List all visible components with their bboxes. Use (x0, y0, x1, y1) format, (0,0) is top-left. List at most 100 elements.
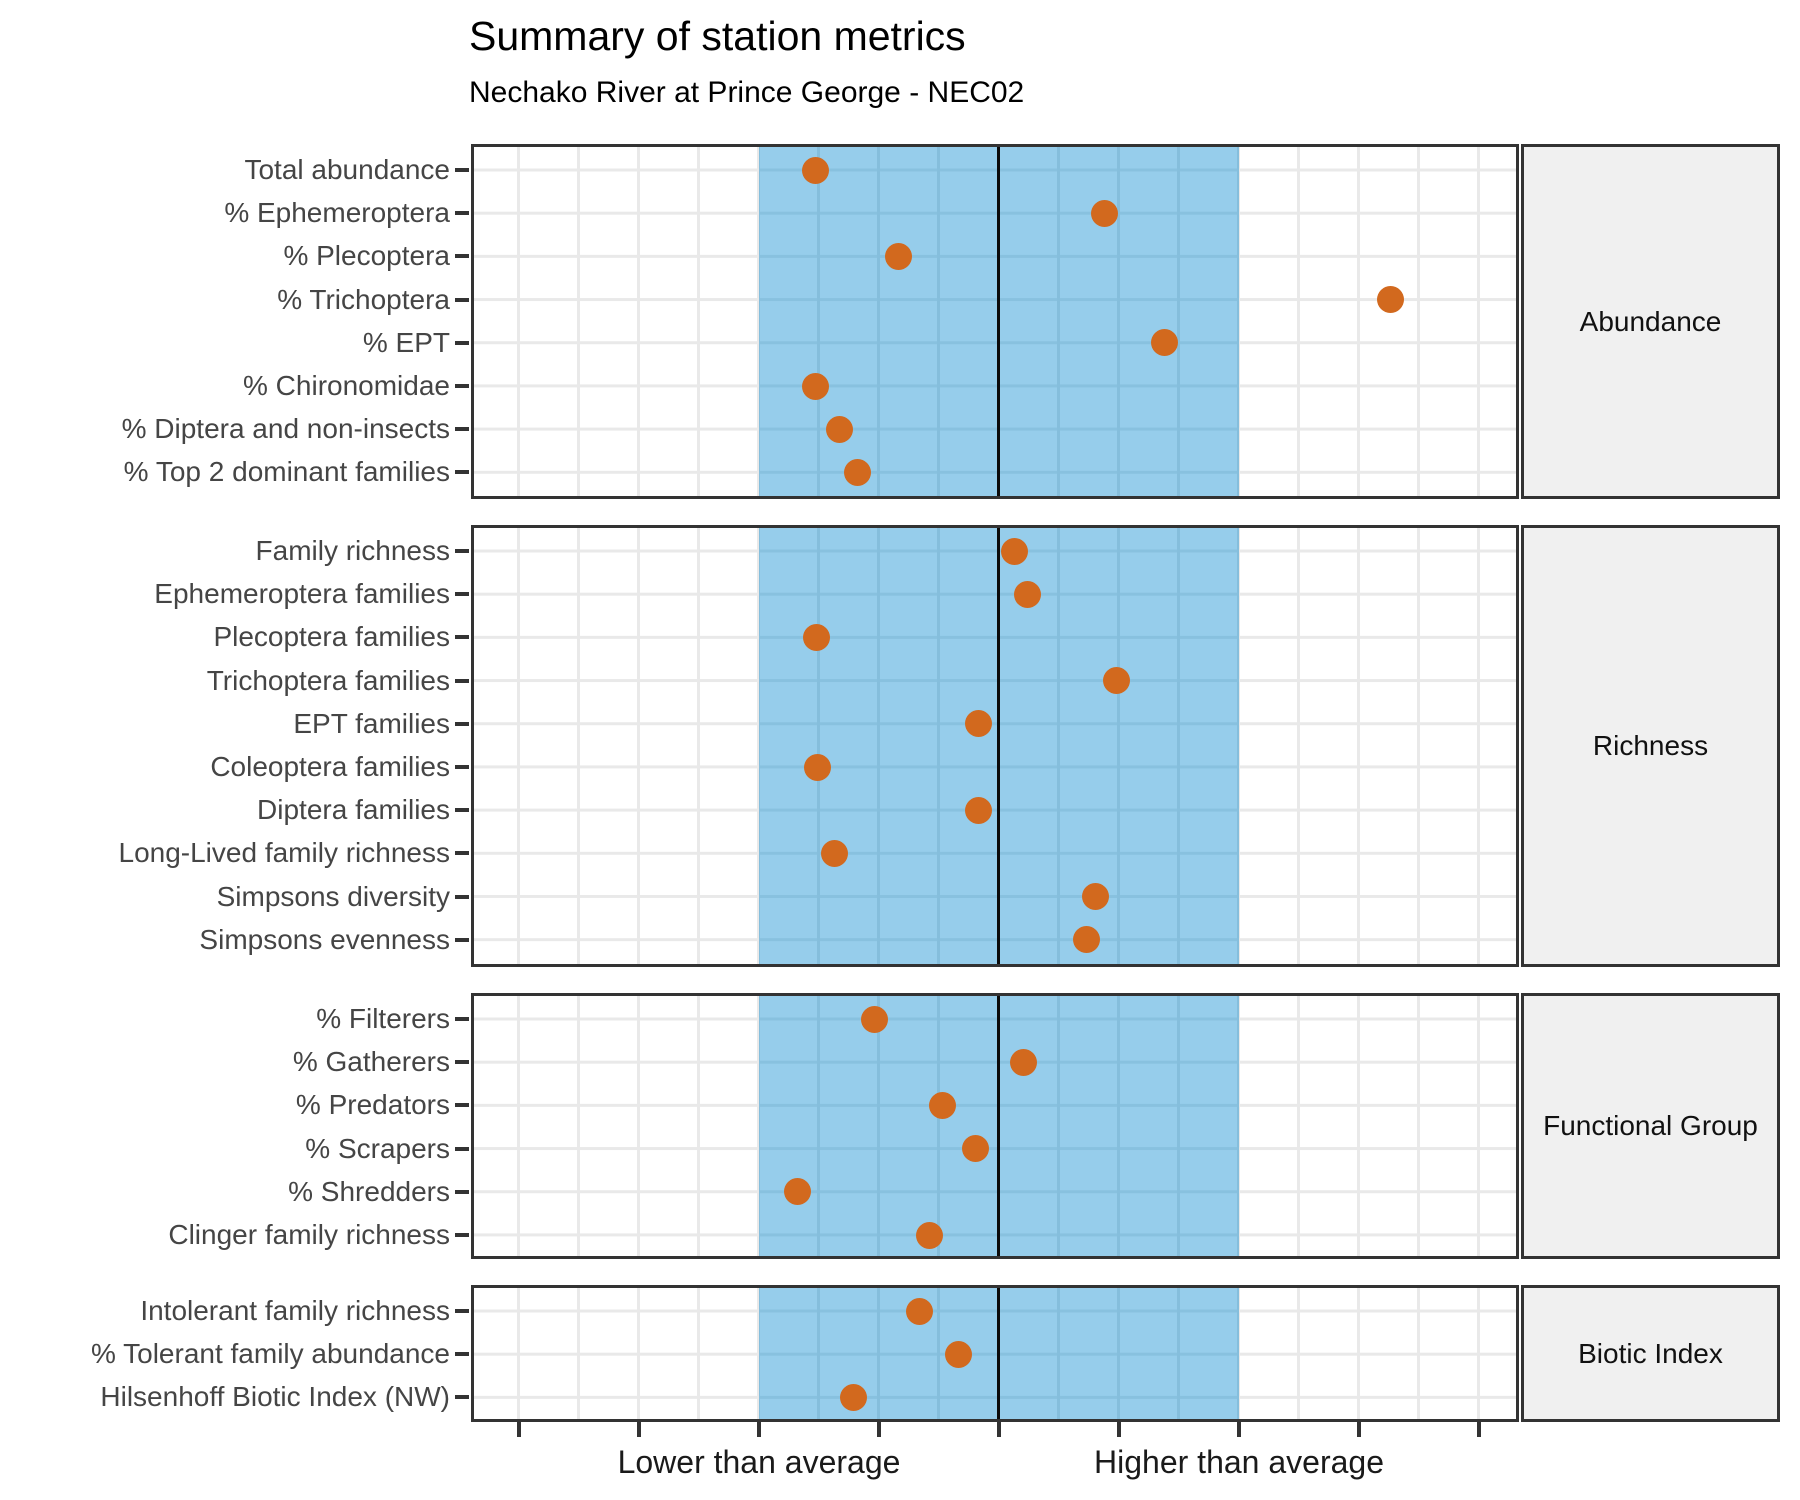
data-point-total-abundance (801, 156, 829, 184)
y-axis-tick (455, 721, 469, 726)
x-axis-tick (1357, 1422, 1361, 1437)
x-axis-tick (757, 1422, 761, 1437)
panel-abundance (471, 144, 1519, 499)
data-point-top-2-dominant-families (843, 458, 871, 486)
plot-title: Summary of station metrics (469, 13, 966, 59)
metric-label-ept: % EPT (362, 326, 450, 358)
y-axis-tick (455, 297, 469, 302)
metric-label-simpsons-diversity: Simpsons diversity (216, 880, 450, 912)
data-point-simpsons-diversity (1081, 883, 1109, 911)
y-axis-tick (455, 1017, 469, 1021)
metric-label-ephemeroptera: % Ephemeroptera (224, 197, 450, 229)
metric-label-ept-families: EPT families (293, 707, 450, 739)
data-point-intolerant-family-richness (906, 1297, 934, 1325)
x-axis-label-lower: Lower than average (617, 1444, 901, 1480)
metric-label-predators: % Predators (295, 1089, 450, 1121)
y-axis-tick (455, 808, 469, 813)
metric-label-family-richness: Family richness (255, 535, 450, 566)
x-axis-tick (1117, 1422, 1121, 1437)
metric-label-ephemeroptera-families: Ephemeroptera families (154, 578, 450, 610)
y-axis-tick (455, 894, 469, 899)
metric-label-scrapers: % Scrapers (305, 1132, 450, 1164)
x-axis-tick (517, 1422, 521, 1437)
panel-richness (471, 525, 1519, 967)
x-axis-label-higher: Higher than average (1094, 1444, 1384, 1480)
metric-label-chironomidae: % Chironomidae (243, 370, 450, 401)
y-axis-tick (455, 1189, 469, 1194)
y-axis-tick (455, 1395, 469, 1400)
data-point-trichoptera-families (1103, 667, 1131, 695)
x-axis-tick (997, 1422, 1001, 1437)
facet-strip-biotic-index: Biotic Index (1521, 1285, 1780, 1422)
data-point-long-lived-family-richness (821, 839, 849, 867)
y-axis-tick (455, 1233, 469, 1237)
y-axis-tick (455, 765, 469, 769)
metric-label-plecoptera-families: Plecoptera families (213, 621, 450, 653)
x-axis-tick (877, 1422, 881, 1437)
metric-label-diptera-families: Diptera families (257, 794, 450, 826)
metric-label-simpsons-evenness: Simpsons evenness (199, 923, 450, 955)
y-axis-tick (455, 678, 469, 683)
metric-label-filterers: % Filterers (316, 1003, 450, 1034)
metric-label-plecoptera: % Plecoptera (283, 240, 450, 272)
data-point-simpsons-evenness (1073, 926, 1101, 954)
facet-strip-functional-group: Functional Group (1521, 993, 1780, 1259)
data-point-ephemeroptera (1091, 199, 1119, 227)
metric-label-intolerant-family-richness: Intolerant family richness (140, 1295, 450, 1326)
metric-label-top-2-dominant-families: % Top 2 dominant families (123, 456, 450, 488)
metric-label-hilsenhoff-biotic-index-nw: Hilsenhoff Biotic Index (NW) (100, 1381, 450, 1413)
metric-label-shredders: % Shredders (288, 1175, 450, 1207)
metric-label-diptera-and-non-insects: % Diptera and non-insects (121, 413, 450, 445)
data-point-gatherers (1009, 1048, 1037, 1076)
y-axis-tick (455, 254, 469, 259)
data-point-plecoptera (884, 242, 912, 270)
y-axis-tick (455, 1060, 469, 1065)
panel-functional-group (471, 993, 1519, 1259)
metric-label-gatherers: % Gatherers (292, 1046, 450, 1078)
data-point-predators (929, 1091, 957, 1119)
data-point-chironomidae (801, 372, 829, 400)
data-point-ephemeroptera-families (1014, 580, 1042, 608)
y-axis-tick (455, 340, 469, 345)
data-point-ept-families (965, 710, 993, 738)
y-axis-tick (455, 1146, 469, 1151)
y-axis-tick (455, 549, 469, 553)
data-point-filterers (860, 1005, 888, 1033)
data-point-trichoptera (1376, 286, 1404, 314)
x-axis-tick (1237, 1422, 1241, 1437)
metric-label-long-lived-family-richness: Long-Lived family richness (118, 837, 451, 869)
data-point-coleoptera-families (804, 753, 832, 781)
facet-strip-richness: Richness (1521, 525, 1780, 967)
facet-strip-abundance: Abundance (1521, 144, 1780, 499)
panel-biotic-index (471, 1285, 1519, 1422)
metric-label-tolerant-family-abundance: % Tolerant family abundance (90, 1338, 450, 1370)
y-axis-tick (455, 1352, 469, 1357)
data-point-tolerant-family-abundance (944, 1340, 972, 1368)
y-axis-tick (455, 211, 469, 216)
plot-subtitle: Nechako River at Prince George - NEC02 (469, 76, 1025, 109)
metric-label-trichoptera-families: Trichoptera families (206, 664, 450, 696)
data-point-diptera-and-non-insects (825, 415, 853, 443)
data-point-scrapers (961, 1135, 989, 1163)
y-axis-tick (455, 384, 469, 388)
y-axis-tick (455, 1309, 469, 1313)
data-point-plecoptera-families (803, 623, 831, 651)
average-reference-line (997, 528, 1000, 964)
average-reference-line (997, 996, 1000, 1256)
data-point-family-richness (1001, 537, 1029, 565)
metric-label-clinger-family-richness: Clinger family richness (168, 1219, 450, 1250)
y-axis-tick (455, 470, 469, 475)
average-reference-line (997, 1288, 1000, 1419)
y-axis-tick (455, 427, 469, 432)
y-axis-tick (455, 1103, 469, 1108)
y-axis-tick (455, 592, 469, 597)
y-axis-tick (455, 635, 469, 640)
data-point-clinger-family-richness (915, 1221, 943, 1249)
metric-label-total-abundance: Total abundance (244, 154, 450, 185)
data-point-hilsenhoff-biotic-index-nw (840, 1383, 868, 1411)
average-reference-line (997, 147, 1000, 496)
metric-label-coleoptera-families: Coleoptera families (210, 751, 450, 782)
y-axis-tick (455, 168, 469, 172)
y-axis-tick (455, 937, 469, 942)
